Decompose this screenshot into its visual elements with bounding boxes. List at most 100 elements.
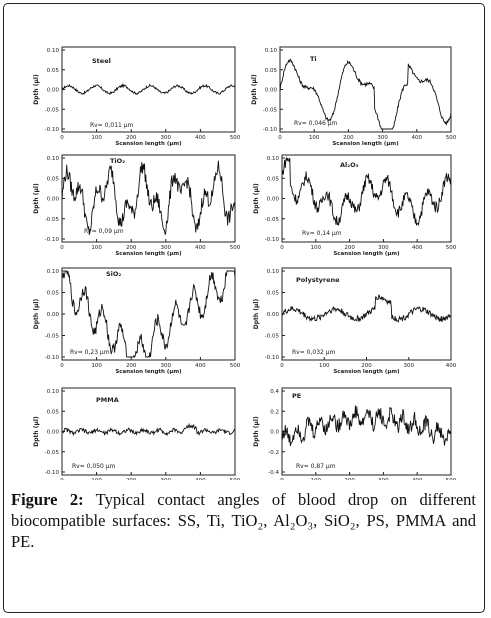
panel-label: PE: [292, 392, 301, 400]
x-tick-label: 100: [91, 135, 102, 141]
x-axis-label: Scansion length (μm): [332, 141, 399, 147]
x-tick-label: 200: [344, 478, 355, 480]
panel-label: TiO₂: [110, 157, 125, 165]
panel-label: SiO₂: [106, 270, 121, 278]
y-tick-label: -0.10: [45, 470, 60, 476]
x-tick-label: 0: [60, 245, 64, 251]
y-tick-label: -0.05: [265, 217, 280, 223]
rv-annotation: Rv= 0,011 μm: [90, 122, 134, 129]
x-tick-label: 300: [161, 245, 172, 251]
y-tick-label: -0.10: [265, 237, 280, 243]
panel-label: PMMA: [96, 396, 119, 404]
plot-area: [281, 387, 452, 476]
profile-trace: [61, 422, 236, 437]
y-tick-label: 0.00: [47, 88, 60, 94]
x-tick-label: 100: [91, 478, 102, 480]
y-tick-label: 0.05: [47, 291, 60, 297]
x-tick-label: 200: [126, 363, 137, 369]
panel-label: Polystyrene: [296, 276, 340, 284]
y-axis-label: Dpth (μl): [33, 416, 40, 447]
x-tick-label: 300: [161, 363, 172, 369]
y-tick-label: 0.05: [47, 68, 60, 74]
x-tick-label: 300: [161, 478, 172, 480]
y-tick-label: -0.05: [265, 334, 280, 340]
y-tick-label: 0.10: [47, 269, 60, 275]
panel-label: Al₂O₃: [340, 161, 359, 169]
x-tick-label: 200: [126, 245, 137, 251]
x-tick-label: 0: [280, 363, 284, 369]
y-tick-label: 0.10: [265, 48, 278, 54]
rv-annotation: Rv= 0,046 μm: [294, 120, 338, 127]
rv-annotation: Rv= 0,032 μm: [292, 349, 336, 356]
chart-panel: 0.10 0.05 0.00 -0.05 -0.100 100 200 300 400 500 Sc…: [251, 46, 457, 147]
y-tick-label: 0.00: [47, 197, 60, 203]
profile-trace: [281, 294, 452, 323]
y-tick-label: 0.00: [265, 88, 278, 94]
profile-trace: [281, 405, 452, 446]
profile-trace: [279, 58, 452, 130]
x-tick-label: 300: [377, 135, 388, 141]
chart-panel: 0.10 0.05 0.00 -0.05 -0.100 100 200 300 400 500 Sc…: [33, 154, 241, 257]
x-tick-label: 200: [343, 135, 354, 141]
y-tick-label: 0.10: [47, 48, 60, 54]
y-axis-label: Dpth (μl): [253, 416, 260, 447]
profile-trace: [61, 83, 236, 96]
y-tick-label: 0.0: [270, 430, 279, 436]
y-tick-label: 0.05: [265, 68, 278, 74]
x-axis-label: Scansion length (μm): [115, 141, 182, 147]
y-tick-label: 0.4: [270, 389, 279, 395]
x-tick-label: 100: [309, 135, 320, 141]
chart-panel: 0.10 0.05 0.00 -0.05 -0.100 100 200 300 400 Scans…: [253, 267, 457, 375]
y-tick-label: 0.00: [267, 197, 280, 203]
y-tick-label: 0.10: [47, 389, 60, 395]
y-axis-label: Dpth (μl): [253, 183, 260, 214]
x-tick-label: 100: [91, 363, 102, 369]
rv-annotation: Rv= 0,09 μm: [84, 228, 124, 235]
x-tick-label: 100: [91, 245, 102, 251]
y-tick-label: -0.10: [265, 355, 280, 361]
x-tick-label: 200: [126, 135, 137, 141]
y-axis-label: Dpth (μl): [251, 74, 258, 105]
x-tick-label: 300: [161, 135, 172, 141]
x-axis-label: Scansion length (μm): [333, 251, 400, 257]
y-tick-label: 0.00: [47, 430, 60, 436]
y-tick-label: -0.05: [45, 107, 60, 113]
profilometry-figure: 0.100.050.00-0.05-0.100 100 200 300 400 500Sc…: [33, 46, 457, 480]
y-tick-label: -0.10: [45, 355, 60, 361]
y-tick-label: -0.10: [45, 237, 60, 243]
x-tick-label: 200: [361, 363, 372, 369]
caption-label: Figure 2:: [11, 490, 84, 509]
x-tick-label: 400: [412, 478, 423, 480]
x-tick-label: 500: [230, 478, 241, 480]
x-tick-label: 400: [446, 363, 457, 369]
profile-trace: [61, 160, 236, 236]
profile-trace: [281, 156, 452, 227]
y-tick-label: 0.05: [47, 409, 60, 415]
x-tick-label: 0: [60, 135, 64, 141]
x-tick-label: 400: [195, 363, 206, 369]
x-tick-label: 500: [446, 478, 457, 480]
y-tick-label: 0.00: [267, 312, 280, 318]
y-axis-label: Dpth (μl): [33, 183, 40, 214]
x-tick-label: 400: [412, 135, 423, 141]
y-tick-label: 0.05: [267, 291, 280, 297]
x-axis-label: Scansion length (μm): [115, 251, 182, 257]
y-tick-label: -0.2: [268, 450, 279, 456]
y-tick-label: 0.10: [47, 156, 60, 162]
x-tick-label: 300: [404, 363, 415, 369]
x-tick-label: 0: [60, 478, 64, 480]
y-tick-label: -0.10: [45, 127, 60, 133]
plot-area: [61, 46, 236, 133]
y-tick-label: -0.10: [263, 127, 278, 133]
panel-label: Ti: [310, 55, 317, 63]
x-axis-label: Scansion length (μm): [333, 369, 400, 375]
x-axis-label: Scansion length (μm): [115, 369, 182, 375]
figure-caption: Figure 2: Typical contact angles of bloo…: [11, 489, 476, 552]
y-tick-label: -0.4: [268, 470, 279, 476]
y-tick-label: -0.05: [45, 450, 60, 456]
y-tick-label: 0.10: [267, 156, 280, 162]
x-tick-label: 500: [446, 245, 457, 251]
rv-annotation: Rv= 0,050 μm: [72, 463, 116, 470]
profile-trace: [61, 270, 236, 358]
chart-panel: 0.10 0.05 0.00 -0.05 -0.100 100 200 300 400 500 Dp…: [33, 387, 241, 480]
